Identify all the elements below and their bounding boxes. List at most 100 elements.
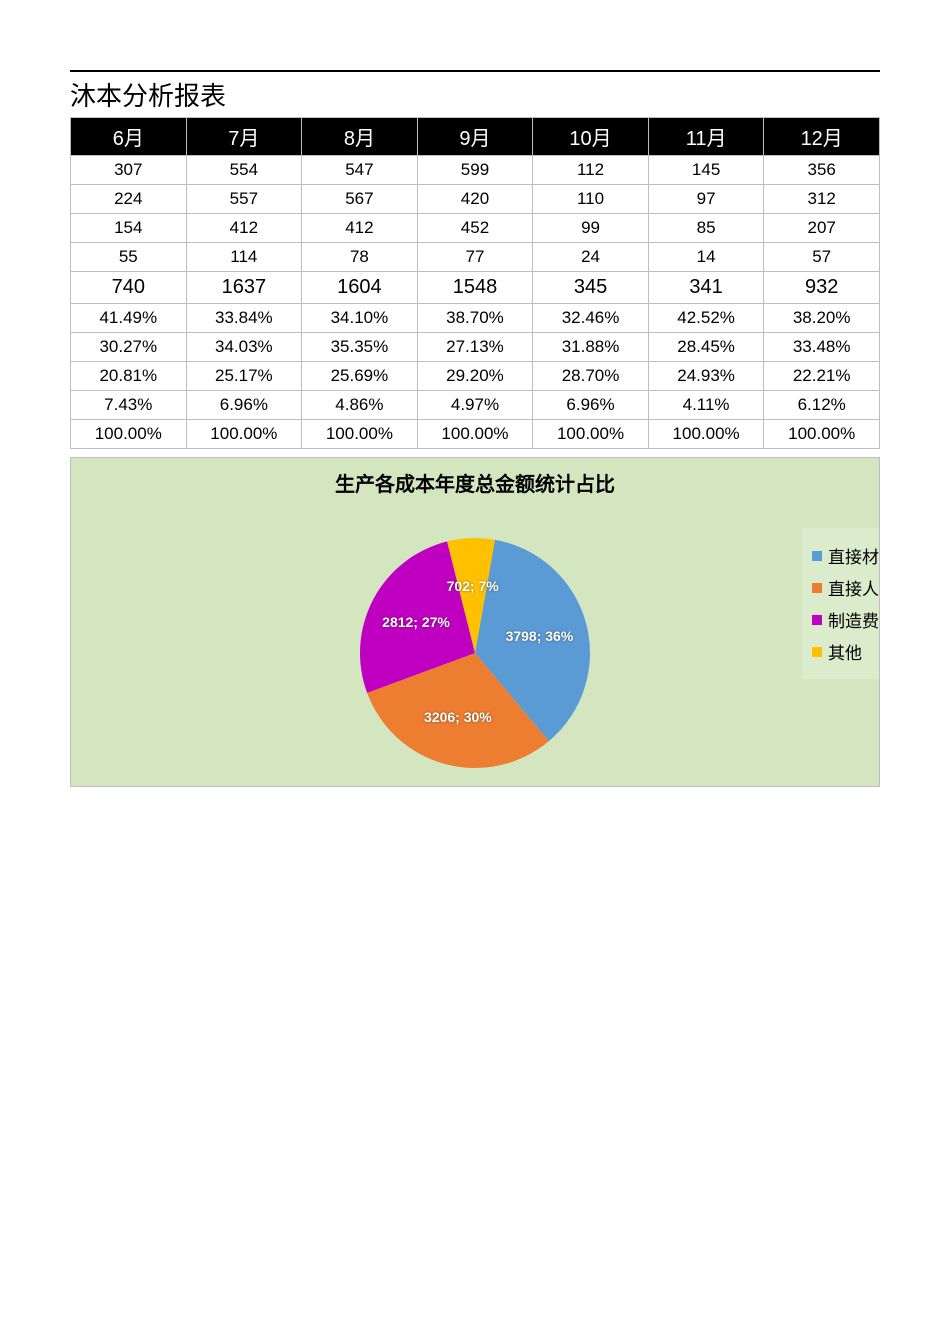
page-title: 沐本分析报表	[70, 76, 880, 113]
pie-chart-container: 生产各成本年度总金额统计占比 3798; 36%3206; 30%2812; 2…	[70, 457, 880, 787]
table-header-cell: 11月	[648, 118, 764, 156]
table-header-cell: 9月	[417, 118, 533, 156]
table-row: 22455756742011097312	[71, 185, 880, 214]
table-cell: 207	[764, 214, 880, 243]
table-cell: 1637	[186, 272, 302, 304]
table-row: 7.43%6.96%4.86%4.97%6.96%4.11%6.12%	[71, 391, 880, 420]
table-cell: 78	[302, 243, 418, 272]
table-cell: 224	[71, 185, 187, 214]
table-cell: 24	[533, 243, 649, 272]
table-cell: 412	[186, 214, 302, 243]
legend-label: 其他	[828, 639, 862, 664]
chart-title: 生产各成本年度总金额统计占比	[71, 458, 879, 497]
table-cell: 4.97%	[417, 391, 533, 420]
table-cell: 345	[533, 272, 649, 304]
table-cell: 99	[533, 214, 649, 243]
table-cell: 4.11%	[648, 391, 764, 420]
table-cell: 22.21%	[764, 362, 880, 391]
table-row: 20.81%25.17%25.69%29.20%28.70%24.93%22.2…	[71, 362, 880, 391]
top-rule	[70, 70, 880, 72]
table-cell: 14	[648, 243, 764, 272]
table-cell: 41.49%	[71, 304, 187, 333]
table-cell: 30.27%	[71, 333, 187, 362]
table-cell: 557	[186, 185, 302, 214]
pie-area: 3798; 36%3206; 30%2812; 27%702; 7%	[71, 518, 879, 786]
table-cell: 33.84%	[186, 304, 302, 333]
table-cell: 33.48%	[764, 333, 880, 362]
legend-item: 直接人	[812, 575, 879, 600]
table-row: 30.27%34.03%35.35%27.13%31.88%28.45%33.4…	[71, 333, 880, 362]
table-cell: 420	[417, 185, 533, 214]
table-cell: 547	[302, 156, 418, 185]
table-cell: 112	[533, 156, 649, 185]
legend-label: 直接材	[828, 543, 879, 568]
legend-swatch	[812, 551, 822, 561]
chart-legend: 直接材直接人制造费其他	[802, 528, 880, 679]
table-cell: 932	[764, 272, 880, 304]
legend-swatch	[812, 583, 822, 593]
table-cell: 6.12%	[764, 391, 880, 420]
table-cell: 1604	[302, 272, 418, 304]
table-cell: 77	[417, 243, 533, 272]
table-cell: 42.52%	[648, 304, 764, 333]
legend-label: 直接人	[828, 575, 879, 600]
table-cell: 100.00%	[417, 420, 533, 449]
table-cell: 31.88%	[533, 333, 649, 362]
table-row: 551147877241457	[71, 243, 880, 272]
table-cell: 6.96%	[186, 391, 302, 420]
table-cell: 412	[302, 214, 418, 243]
table-cell: 55	[71, 243, 187, 272]
table-cell: 307	[71, 156, 187, 185]
table-cell: 740	[71, 272, 187, 304]
table-cell: 100.00%	[648, 420, 764, 449]
table-cell: 97	[648, 185, 764, 214]
table-row: 100.00%100.00%100.00%100.00%100.00%100.0…	[71, 420, 880, 449]
pie-chart	[71, 518, 879, 787]
table-cell: 32.46%	[533, 304, 649, 333]
table-cell: 145	[648, 156, 764, 185]
table-cell: 599	[417, 156, 533, 185]
table-cell: 100.00%	[764, 420, 880, 449]
table-cell: 85	[648, 214, 764, 243]
table-cell: 100.00%	[186, 420, 302, 449]
pie-slice-label: 3798; 36%	[506, 628, 574, 644]
table-cell: 7.43%	[71, 391, 187, 420]
table-cell: 1548	[417, 272, 533, 304]
table-cell: 100.00%	[533, 420, 649, 449]
table-header-cell: 12月	[764, 118, 880, 156]
legend-item: 直接材	[812, 543, 879, 568]
table-cell: 24.93%	[648, 362, 764, 391]
table-cell: 6.96%	[533, 391, 649, 420]
table-cell: 341	[648, 272, 764, 304]
legend-item: 制造费	[812, 607, 879, 632]
legend-item: 其他	[812, 639, 879, 664]
table-cell: 567	[302, 185, 418, 214]
table-header-cell: 8月	[302, 118, 418, 156]
table-cell: 114	[186, 243, 302, 272]
table-cell: 27.13%	[417, 333, 533, 362]
legend-swatch	[812, 615, 822, 625]
table-cell: 34.10%	[302, 304, 418, 333]
table-cell: 20.81%	[71, 362, 187, 391]
table-cell: 312	[764, 185, 880, 214]
table-header-cell: 6月	[71, 118, 187, 156]
table-cell: 25.69%	[302, 362, 418, 391]
table-row: 1544124124529985207	[71, 214, 880, 243]
table-cell: 29.20%	[417, 362, 533, 391]
pie-slice-label: 702; 7%	[447, 578, 499, 594]
table-cell: 356	[764, 156, 880, 185]
table-cell: 452	[417, 214, 533, 243]
table-header-cell: 7月	[186, 118, 302, 156]
legend-swatch	[812, 647, 822, 657]
table-cell: 554	[186, 156, 302, 185]
table-header-row: 6月7月8月9月10月11月12月	[71, 118, 880, 156]
table-body: 3075545475991121453562245575674201109731…	[71, 156, 880, 449]
table-row: 740163716041548345341932	[71, 272, 880, 304]
table-cell: 28.45%	[648, 333, 764, 362]
table-cell: 57	[764, 243, 880, 272]
table-cell: 25.17%	[186, 362, 302, 391]
pie-slice-label: 2812; 27%	[382, 614, 450, 630]
table-cell: 38.20%	[764, 304, 880, 333]
table-header-cell: 10月	[533, 118, 649, 156]
table-cell: 100.00%	[302, 420, 418, 449]
